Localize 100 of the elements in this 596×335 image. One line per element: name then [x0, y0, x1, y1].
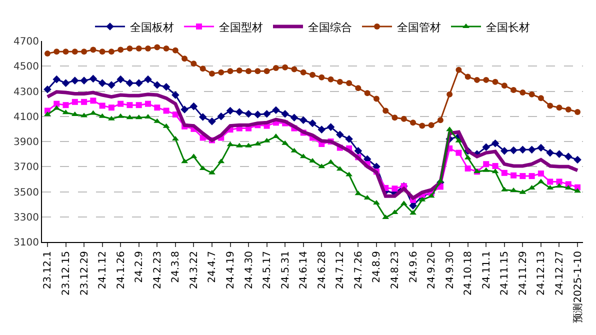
x-tick-label: 24.4.30	[244, 251, 255, 290]
point	[428, 122, 434, 128]
point	[309, 158, 316, 162]
point	[290, 114, 298, 122]
x-tick-label: 24.7.26	[353, 251, 364, 290]
point	[547, 178, 554, 185]
point	[145, 100, 152, 107]
point	[282, 64, 288, 70]
point	[528, 146, 536, 154]
point	[474, 76, 480, 83]
point	[510, 172, 517, 178]
point	[308, 119, 316, 128]
point	[200, 66, 206, 72]
point	[300, 69, 306, 76]
point	[244, 110, 252, 118]
point	[354, 147, 362, 155]
point	[345, 135, 353, 143]
y-tick-label: 3500	[14, 187, 39, 198]
point	[118, 100, 124, 107]
x-tick-label: 24.10.18	[463, 251, 474, 296]
point	[410, 210, 416, 215]
point	[410, 120, 416, 126]
point	[518, 146, 527, 154]
point	[464, 74, 471, 80]
y-tick-label: 3100	[14, 238, 39, 248]
point	[318, 74, 325, 80]
point	[556, 104, 562, 111]
point	[538, 170, 544, 177]
legend-label: 全国管材	[397, 20, 441, 34]
point	[136, 102, 142, 108]
y-tick-label: 4700	[14, 36, 39, 48]
point	[556, 178, 562, 185]
point	[346, 80, 352, 86]
x-tick-label: 24.2.23	[152, 251, 164, 290]
point	[190, 60, 197, 67]
point	[565, 181, 572, 188]
point	[246, 68, 252, 74]
point	[118, 46, 124, 53]
point	[44, 111, 51, 116]
point	[547, 102, 554, 109]
x-tick-label: 24.11.29	[518, 251, 529, 296]
point	[172, 47, 178, 54]
point	[446, 91, 453, 98]
point	[264, 68, 270, 74]
point	[126, 102, 133, 108]
point	[80, 76, 88, 84]
x-tick-label: 24.5.17	[262, 251, 274, 290]
point	[492, 163, 498, 169]
point	[108, 48, 114, 55]
point	[81, 48, 88, 55]
point	[546, 148, 554, 157]
point	[537, 144, 545, 152]
point	[226, 106, 234, 115]
point	[491, 139, 500, 148]
point	[262, 110, 271, 118]
point	[98, 79, 106, 87]
point	[437, 117, 444, 124]
x-tick-label: 24.11.15	[500, 251, 511, 296]
point	[482, 143, 490, 152]
point	[62, 48, 69, 55]
x-tick-label: 24.12.27	[554, 251, 566, 296]
point	[291, 66, 298, 72]
point	[52, 75, 61, 84]
point	[419, 122, 426, 129]
point	[145, 46, 152, 52]
x-tick-label: 24.8.23	[390, 251, 401, 290]
point	[89, 74, 98, 83]
point	[382, 108, 389, 114]
point	[310, 72, 316, 78]
point	[208, 118, 216, 126]
point	[555, 150, 564, 158]
point	[483, 161, 490, 168]
y-tick-label: 3300	[14, 212, 39, 224]
point	[236, 68, 242, 74]
point	[336, 78, 343, 85]
point	[510, 86, 517, 93]
x-tick-label: 24.3.22	[188, 251, 200, 290]
point	[501, 82, 508, 89]
point	[272, 65, 279, 72]
point	[108, 81, 116, 89]
point	[172, 111, 178, 118]
point	[163, 108, 170, 114]
point	[483, 76, 490, 83]
point	[80, 112, 88, 118]
y-tick-label: 3700	[14, 162, 39, 174]
x-tick-label: 24.12.13	[536, 251, 548, 296]
point	[108, 104, 114, 111]
x-tick-label: 24.4.19	[226, 251, 236, 290]
point	[254, 68, 261, 74]
x-tick-label: 24.2.9	[134, 251, 146, 283]
x-tick-label: 23.12.1	[42, 251, 54, 290]
point	[456, 150, 462, 156]
point	[154, 104, 160, 111]
point	[528, 91, 535, 98]
point	[235, 108, 244, 116]
point	[392, 186, 398, 192]
point	[520, 173, 526, 180]
x-tick-label: 24.5.31	[280, 251, 292, 290]
point	[71, 76, 79, 84]
point	[126, 79, 134, 87]
